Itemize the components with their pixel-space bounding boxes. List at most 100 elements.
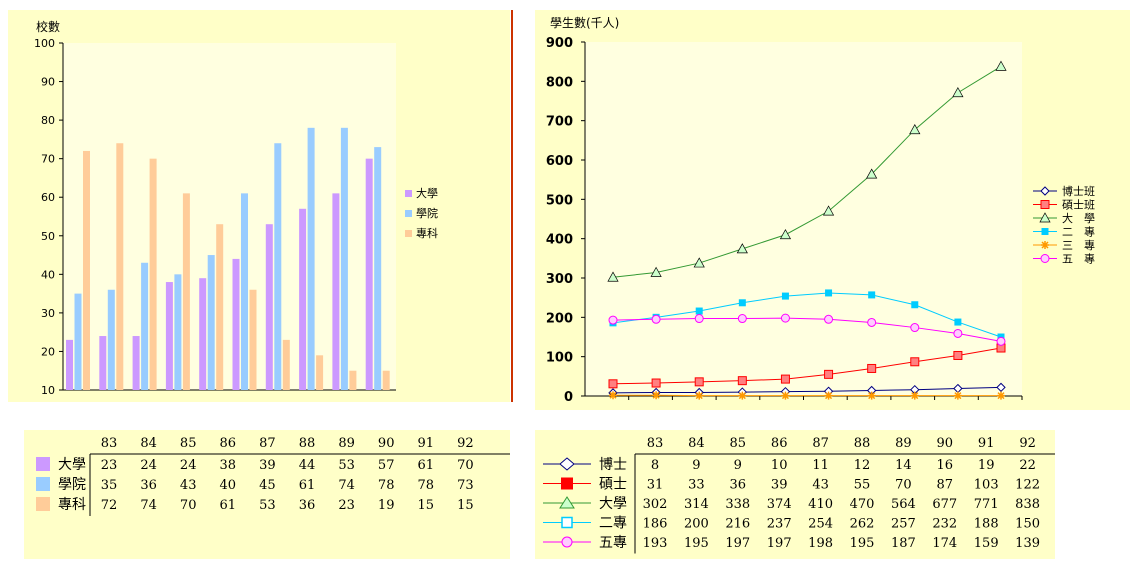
table-cell: 73 <box>457 478 474 493</box>
legend-label: 博士班 <box>1062 185 1095 198</box>
table-cell: 53 <box>338 458 355 473</box>
legend-swatch <box>405 210 412 217</box>
data-point <box>738 377 746 385</box>
table-cell: 38 <box>220 458 237 473</box>
table-cell: 39 <box>259 458 276 473</box>
table-cell: 14 <box>895 458 912 473</box>
bar <box>332 193 339 390</box>
y-tick-label: 400 <box>546 233 573 248</box>
table-cell: 24 <box>180 458 197 473</box>
legend-swatch <box>405 190 412 197</box>
data-point <box>954 392 962 400</box>
table-cell: 45 <box>259 478 276 493</box>
table-cell: 23 <box>101 458 118 473</box>
table-cell: 33 <box>688 478 705 493</box>
table-cell: 302 <box>643 497 668 512</box>
table-cell: 78 <box>378 478 395 493</box>
table-cell: 31 <box>647 478 664 493</box>
table-cell: 139 <box>1015 536 1040 551</box>
y-tick-label: 0 <box>564 390 573 405</box>
table-cell: 43 <box>812 478 829 493</box>
bar <box>349 371 356 390</box>
legend-marker <box>1042 229 1048 235</box>
legend-label: 碩士班 <box>1062 199 1095 212</box>
data-point <box>869 292 875 298</box>
data-point <box>868 318 876 326</box>
table-cell: 24 <box>140 458 157 473</box>
table-cell: 216 <box>725 517 750 532</box>
data-point <box>738 392 746 400</box>
y-tick-label: 700 <box>546 115 573 130</box>
column-header: 91 <box>978 436 995 451</box>
table-cell: 87 <box>937 478 954 493</box>
data-point <box>954 351 962 359</box>
data-point <box>652 391 660 399</box>
bar <box>116 143 123 390</box>
table-cell: 150 <box>1015 517 1040 532</box>
row-label: 大學 <box>599 496 627 512</box>
row-label: 學院 <box>58 477 86 493</box>
bar <box>308 128 315 390</box>
table-cell: 36 <box>140 478 157 493</box>
bar <box>174 274 181 390</box>
table-cell: 257 <box>891 517 916 532</box>
table-cell: 197 <box>725 536 750 551</box>
table-cell: 159 <box>974 536 999 551</box>
table-cell: 237 <box>767 517 792 532</box>
table-cell: 677 <box>932 497 957 512</box>
table-cell: 374 <box>767 497 792 512</box>
data-point <box>696 308 702 314</box>
row-label: 碩士 <box>599 477 627 493</box>
table-cell: 43 <box>180 478 197 493</box>
table-cell: 19 <box>978 458 995 473</box>
data-point <box>826 290 832 296</box>
legend-label: 大 學 <box>1062 211 1095 225</box>
table-cell: 19 <box>378 498 395 513</box>
row-label: 五專 <box>599 535 627 551</box>
bar <box>233 259 240 390</box>
data-point <box>912 302 918 308</box>
legend-marker <box>561 478 573 490</box>
table-cell: 22 <box>1019 458 1036 473</box>
legend-swatch <box>36 497 50 511</box>
table-cell: 470 <box>850 497 875 512</box>
legend-marker <box>1041 187 1049 195</box>
bar <box>166 282 173 390</box>
table-cell: 10 <box>771 458 788 473</box>
table-cell: 57 <box>378 458 395 473</box>
row-label: 專科 <box>58 497 86 513</box>
y-tick-label: 10 <box>41 384 55 397</box>
bar <box>208 255 215 390</box>
table-cell: 195 <box>850 536 875 551</box>
column-header: 91 <box>418 436 435 451</box>
column-header: 89 <box>895 436 912 451</box>
data-point <box>782 293 788 299</box>
table-cell: 262 <box>850 517 875 532</box>
table-cell: 314 <box>684 497 709 512</box>
table-cell: 771 <box>974 497 999 512</box>
data-point <box>954 329 962 337</box>
legend-marker <box>1041 241 1049 249</box>
row-label: 博士 <box>599 456 627 473</box>
table-cell: 338 <box>725 497 750 512</box>
column-header: 85 <box>730 436 747 451</box>
table-cell: 36 <box>730 478 747 493</box>
column-header: 85 <box>180 436 197 451</box>
legend-label: 二 專 <box>1062 226 1095 239</box>
y-tick-label: 20 <box>41 345 55 358</box>
legend-label: 大學 <box>416 186 438 200</box>
column-header: 87 <box>812 436 829 451</box>
bar <box>150 159 157 390</box>
table-cell: 9 <box>692 458 700 473</box>
bar <box>383 371 390 390</box>
y-tick-label: 900 <box>546 36 573 51</box>
bar <box>66 340 73 390</box>
data-point <box>997 337 1005 345</box>
column-header: 84 <box>688 436 705 451</box>
table-cell: 70 <box>457 458 474 473</box>
table-cell: 35 <box>101 478 118 493</box>
y-tick-label: 600 <box>546 154 573 169</box>
column-header: 86 <box>220 436 237 451</box>
